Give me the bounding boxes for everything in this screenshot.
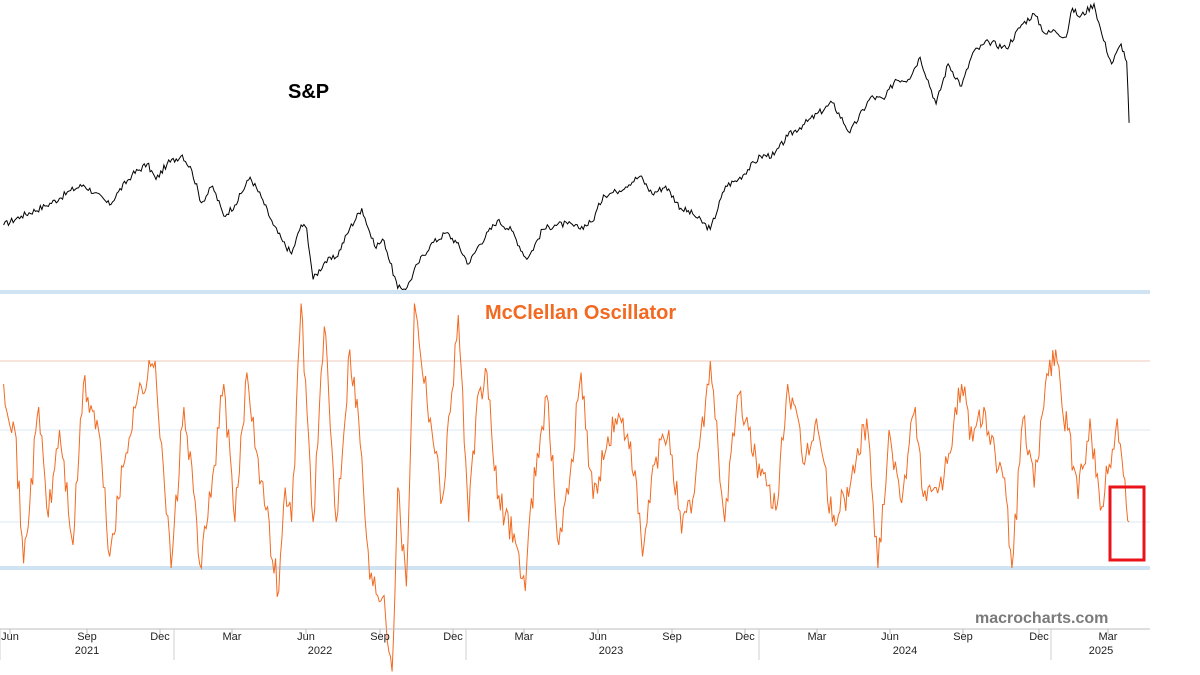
x-tick-label: Sep [370, 631, 390, 643]
sp-label: S&P [288, 81, 329, 103]
highlight-box [1108, 485, 1146, 562]
x-tick-label: Mar [515, 631, 534, 643]
mcclellan-line [3, 303, 1130, 672]
x-tick-label: Mar [808, 631, 827, 643]
x-tick-label: Jun [881, 631, 899, 643]
x-tick-label: Sep [662, 631, 682, 643]
mcclellan-series [3, 303, 1130, 672]
x-tick-label: Jun [297, 631, 315, 643]
mcclellan-label: McClellan Oscillator [485, 302, 676, 324]
x-tick-label: Dec [1029, 631, 1049, 643]
x-tick-label: Mar [223, 631, 242, 643]
x-tick-label: Mar [1099, 631, 1118, 643]
sp-line [3, 2, 1130, 291]
x-axis: Jun Sep Dec Mar Jun Sep Dec Mar Jun Sep Dec Mar Jun S… [0, 628, 1150, 660]
year-label: 2021 [75, 645, 99, 657]
x-tick-label: Sep [77, 631, 97, 643]
year-label: 2024 [893, 645, 917, 657]
x-tick-label: Dec [150, 631, 170, 643]
x-tick-label: Dec [443, 631, 463, 643]
x-tick-label: Sep [953, 631, 973, 643]
year-label: 2022 [308, 645, 332, 657]
oscillator-gridlines [0, 290, 1150, 570]
sp-series [3, 2, 1130, 291]
x-tick-label: Dec [735, 631, 755, 643]
year-label: 2023 [599, 645, 623, 657]
year-label: 2025 [1089, 645, 1113, 657]
x-tick-label: Jun [589, 631, 607, 643]
watermark: macrocharts.com [975, 610, 1108, 627]
x-tick-label: Jun [1, 631, 19, 643]
